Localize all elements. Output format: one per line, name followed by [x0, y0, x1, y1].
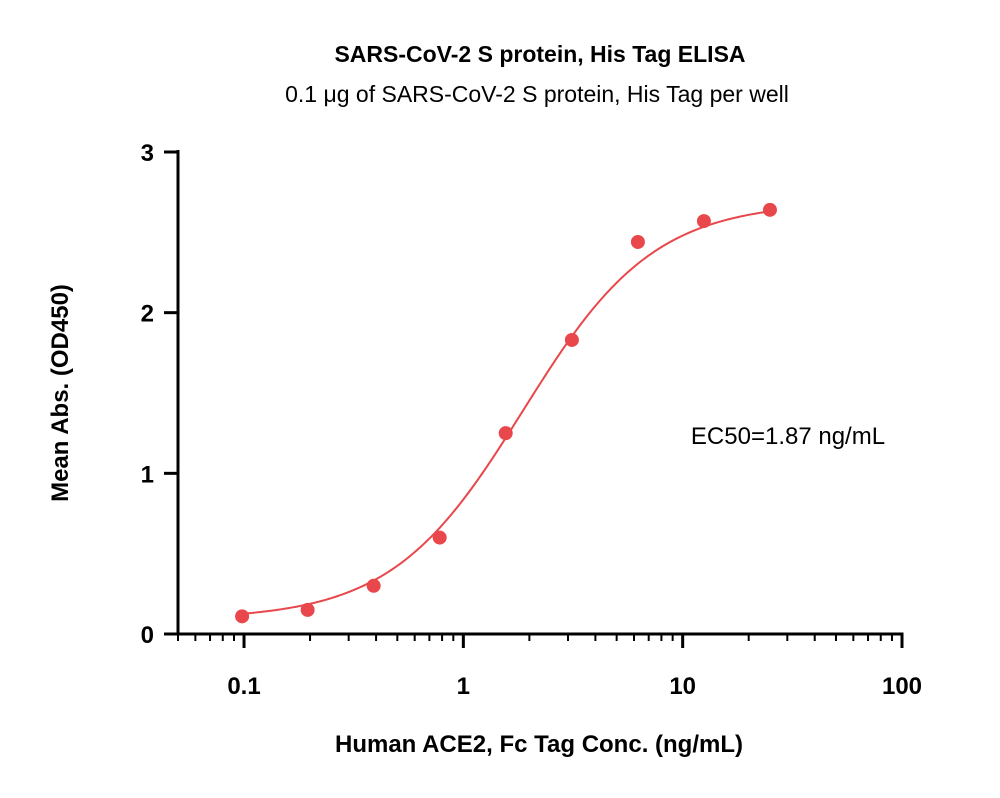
data-point [366, 578, 381, 593]
y-tick-label: 1 [141, 461, 154, 488]
y-tick-label: 3 [141, 140, 154, 167]
x-tick-label: 0.1 [227, 673, 260, 700]
y-tick-label: 0 [141, 622, 154, 649]
x-tick-label: 10 [669, 673, 696, 700]
x-tick-label: 100 [882, 673, 922, 700]
data-point [432, 530, 447, 545]
data-point [630, 234, 645, 249]
chart-subtitle: 0.1 μg of SARS-CoV-2 S protein, His Tag … [285, 81, 789, 107]
data-point [300, 602, 315, 617]
y-tick-label: 2 [141, 301, 154, 328]
x-tick-label: 1 [457, 673, 470, 700]
fit-curve [242, 210, 771, 615]
data-point [696, 214, 711, 229]
data-point [498, 426, 513, 441]
y-axis-title: Mean Abs. (OD450) [47, 284, 74, 502]
x-axis-title: Human ACE2, Fc Tag Conc. (ng/mL) [335, 731, 743, 758]
data-point [564, 332, 579, 347]
data-point [235, 609, 250, 624]
chart-title: SARS-CoV-2 S protein, His Tag ELISA [334, 41, 745, 67]
plot-area: 0 1 2 3 0.1 1 10 100 [141, 140, 922, 700]
ec50-annotation: EC50=1.87 ng/mL [691, 423, 885, 450]
data-point [762, 202, 777, 217]
